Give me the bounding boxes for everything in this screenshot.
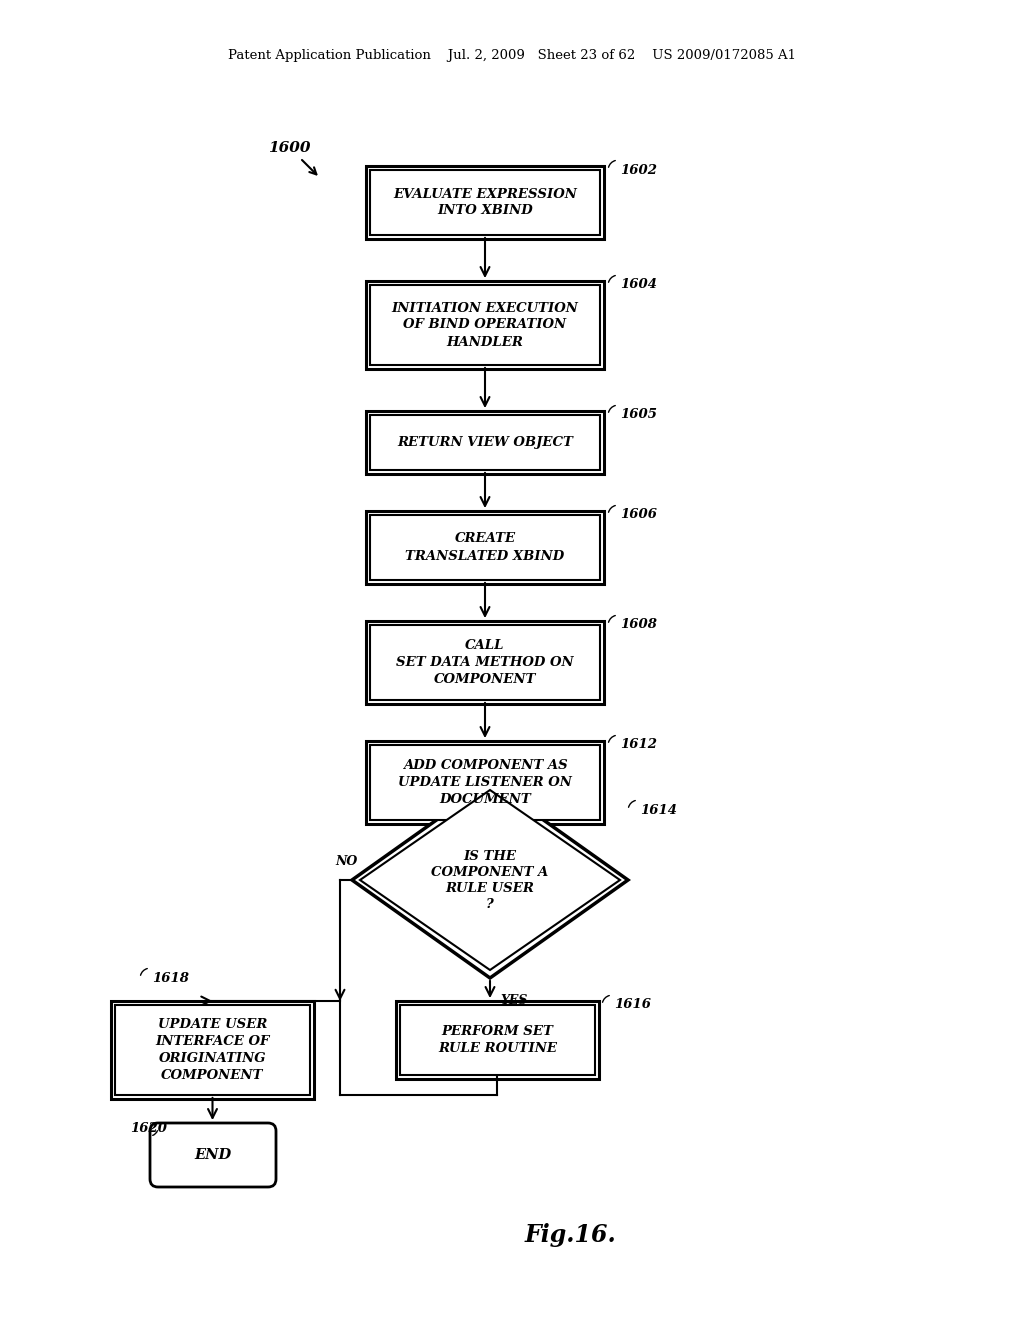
Bar xyxy=(366,620,604,704)
Text: 1612: 1612 xyxy=(620,738,657,751)
Text: 1608: 1608 xyxy=(620,619,657,631)
Text: IS THE
COMPONENT A
RULE USER
?: IS THE COMPONENT A RULE USER ? xyxy=(431,850,549,911)
Text: END: END xyxy=(195,1148,231,1162)
Text: 1620: 1620 xyxy=(130,1122,167,1134)
Bar xyxy=(366,741,604,824)
Bar xyxy=(370,744,600,820)
Bar xyxy=(370,624,600,700)
Text: CREATE
TRANSLATED XBIND: CREATE TRANSLATED XBIND xyxy=(406,532,564,562)
Text: 1618: 1618 xyxy=(152,972,189,985)
Text: 1605: 1605 xyxy=(620,408,657,421)
Bar xyxy=(111,1001,314,1100)
Bar xyxy=(366,166,604,239)
Bar xyxy=(370,414,600,470)
Text: 1600: 1600 xyxy=(268,141,310,154)
Text: EVALUATE EXPRESSION
INTO XBIND: EVALUATE EXPRESSION INTO XBIND xyxy=(393,187,577,218)
Text: Fig.16.: Fig.16. xyxy=(524,1224,615,1247)
Bar xyxy=(400,1005,595,1074)
Text: RETURN VIEW OBJECT: RETURN VIEW OBJECT xyxy=(397,436,573,449)
Bar xyxy=(366,411,604,474)
Text: ADD COMPONENT AS
UPDATE LISTENER ON
DOCUMENT: ADD COMPONENT AS UPDATE LISTENER ON DOCU… xyxy=(398,759,572,807)
Bar xyxy=(115,1005,310,1096)
Text: 1602: 1602 xyxy=(620,164,657,177)
Polygon shape xyxy=(352,781,628,978)
Text: YES: YES xyxy=(500,994,527,1006)
FancyBboxPatch shape xyxy=(150,1123,276,1187)
Text: 1606: 1606 xyxy=(620,508,657,521)
Text: 1614: 1614 xyxy=(640,804,677,817)
Bar xyxy=(370,515,600,579)
Text: INITIATION EXECUTION
OF BIND OPERATION
HANDLER: INITIATION EXECUTION OF BIND OPERATION H… xyxy=(391,301,579,348)
Bar xyxy=(370,170,600,235)
Text: NO: NO xyxy=(335,855,357,869)
Text: 1616: 1616 xyxy=(614,998,651,1011)
Text: 1604: 1604 xyxy=(620,279,657,292)
Bar xyxy=(366,281,604,370)
Text: CALL
SET DATA METHOD ON
COMPONENT: CALL SET DATA METHOD ON COMPONENT xyxy=(396,639,573,686)
Bar xyxy=(396,1001,599,1078)
Bar xyxy=(370,285,600,366)
Text: UPDATE USER
INTERFACE OF
ORIGINATING
COMPONENT: UPDATE USER INTERFACE OF ORIGINATING COM… xyxy=(156,1018,269,1082)
Text: Patent Application Publication    Jul. 2, 2009   Sheet 23 of 62    US 2009/01720: Patent Application Publication Jul. 2, 2… xyxy=(228,49,796,62)
Polygon shape xyxy=(360,789,620,970)
Text: PERFORM SET
RULE ROUTINE: PERFORM SET RULE ROUTINE xyxy=(438,1026,557,1055)
Bar xyxy=(366,511,604,583)
